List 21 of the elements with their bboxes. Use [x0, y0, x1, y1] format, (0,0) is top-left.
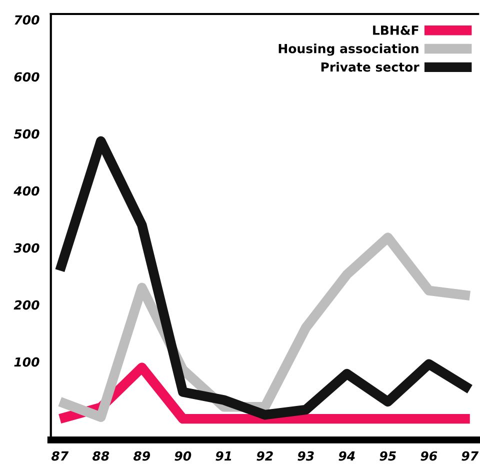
y-tick-label: 600 — [14, 72, 40, 82]
x-tick-label: 91 — [216, 451, 232, 461]
y-tick-label: 500 — [14, 129, 40, 139]
legend-label: Private sector — [321, 62, 420, 72]
legend-label: LBH&F — [373, 25, 418, 35]
x-tick-label: 92 — [256, 451, 273, 461]
x-tick-label: 96 — [420, 451, 438, 461]
x-tick-label: 93 — [298, 451, 314, 461]
y-tick-label: 700 — [14, 15, 40, 25]
x-tick-label: 88 — [92, 451, 110, 461]
y-tick-label: 100 — [14, 357, 40, 367]
x-tick-label: 89 — [133, 451, 150, 461]
x-tick-label: 94 — [338, 451, 355, 461]
x-tick-label: 95 — [380, 451, 396, 461]
x-tick-label: 90 — [174, 451, 192, 461]
y-tick-label: 200 — [14, 300, 40, 310]
x-tick-label: 87 — [51, 451, 69, 461]
x-tick-label: 97 — [462, 451, 479, 461]
legend-label: Housing association — [278, 44, 418, 56]
y-tick-label: 400 — [14, 186, 40, 196]
y-tick-label: 300 — [14, 243, 40, 253]
